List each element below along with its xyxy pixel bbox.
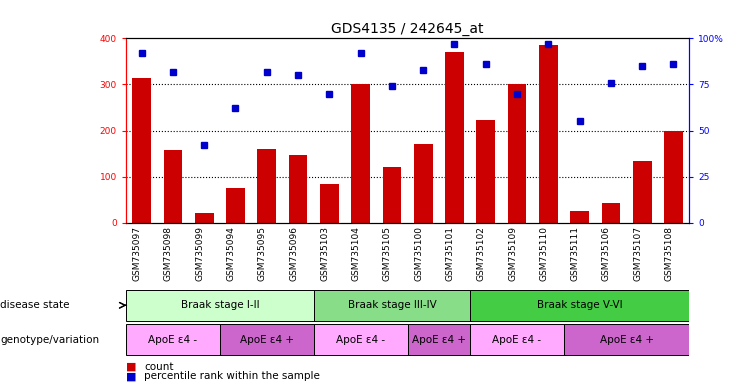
Text: ApoE ε4 -: ApoE ε4 - xyxy=(148,335,197,345)
Bar xyxy=(470,290,689,321)
Text: GSM735104: GSM735104 xyxy=(352,226,361,281)
Text: Braak stage I-II: Braak stage I-II xyxy=(181,300,259,310)
Text: GSM735095: GSM735095 xyxy=(258,226,267,281)
Bar xyxy=(132,78,151,223)
Text: ApoE ε4 -: ApoE ε4 - xyxy=(493,335,542,345)
Bar xyxy=(564,324,689,356)
Text: GSM735107: GSM735107 xyxy=(634,226,642,281)
Text: GSM735098: GSM735098 xyxy=(164,226,173,281)
Text: GSM735099: GSM735099 xyxy=(195,226,205,281)
Text: ApoE ε4 +: ApoE ε4 + xyxy=(412,335,466,345)
Text: Braak stage III-IV: Braak stage III-IV xyxy=(348,300,436,310)
Text: GSM735109: GSM735109 xyxy=(508,226,517,281)
Bar xyxy=(382,167,402,223)
Bar xyxy=(445,52,464,223)
Bar xyxy=(320,184,339,223)
Text: GSM735103: GSM735103 xyxy=(320,226,329,281)
Title: GDS4135 / 242645_at: GDS4135 / 242645_at xyxy=(331,22,484,36)
Text: GSM735100: GSM735100 xyxy=(414,226,423,281)
Bar xyxy=(633,161,651,223)
Bar xyxy=(602,204,620,223)
Bar xyxy=(195,213,213,223)
Bar xyxy=(126,324,220,356)
Bar xyxy=(470,324,564,356)
Text: GSM735102: GSM735102 xyxy=(476,226,486,281)
Bar xyxy=(413,144,433,223)
Bar xyxy=(126,290,313,321)
Text: disease state: disease state xyxy=(0,300,70,310)
Text: ■: ■ xyxy=(126,362,136,372)
Bar xyxy=(226,188,245,223)
Bar xyxy=(289,154,308,223)
Text: GSM735094: GSM735094 xyxy=(227,226,236,281)
Text: percentile rank within the sample: percentile rank within the sample xyxy=(144,371,320,381)
Bar xyxy=(351,84,370,223)
Bar xyxy=(476,121,495,223)
Text: ApoE ε4 +: ApoE ε4 + xyxy=(599,335,654,345)
Text: GSM735096: GSM735096 xyxy=(289,226,298,281)
Text: GSM735105: GSM735105 xyxy=(383,226,392,281)
Text: ■: ■ xyxy=(126,371,136,381)
Bar xyxy=(539,45,558,223)
Text: count: count xyxy=(144,362,174,372)
Bar xyxy=(508,84,526,223)
Text: genotype/variation: genotype/variation xyxy=(0,335,99,345)
Bar xyxy=(408,324,470,356)
Bar xyxy=(313,290,470,321)
Text: GSM735110: GSM735110 xyxy=(539,226,548,281)
Text: GSM735111: GSM735111 xyxy=(571,226,579,281)
Text: ApoE ε4 -: ApoE ε4 - xyxy=(336,335,385,345)
Bar xyxy=(257,149,276,223)
Bar xyxy=(313,324,408,356)
Text: GSM735101: GSM735101 xyxy=(445,226,454,281)
Text: GSM735097: GSM735097 xyxy=(133,226,142,281)
Bar xyxy=(220,324,313,356)
Bar xyxy=(664,131,683,223)
Text: ApoE ε4 +: ApoE ε4 + xyxy=(240,335,293,345)
Text: GSM735106: GSM735106 xyxy=(602,226,611,281)
Bar xyxy=(571,211,589,223)
Text: Braak stage V-VI: Braak stage V-VI xyxy=(536,300,622,310)
Text: GSM735108: GSM735108 xyxy=(665,226,674,281)
Bar xyxy=(164,151,182,223)
